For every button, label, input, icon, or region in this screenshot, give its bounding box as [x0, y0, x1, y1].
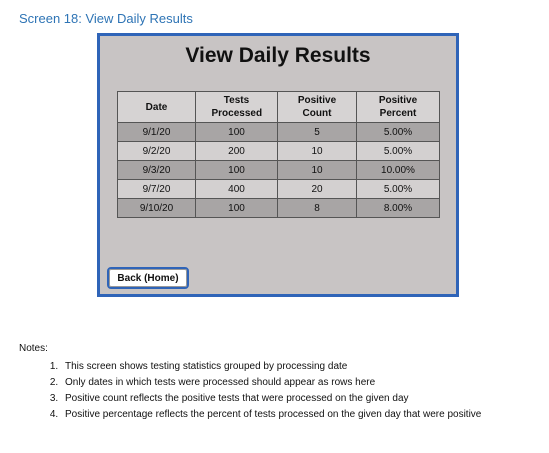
cell-tests-processed: 100 [195, 160, 278, 180]
page-title: View Daily Results [185, 44, 371, 67]
table-row: 9/10/20 100 8 8.00% [117, 198, 440, 218]
column-header-tests-processed-label: Tests Processed [211, 95, 263, 119]
note-item: Positive percentage reflects the percent… [61, 407, 549, 423]
table-header-row: Date Tests Processed Positive Count Posi… [117, 91, 440, 123]
cell-date: 9/1/20 [117, 122, 196, 142]
note-item: This screen shows testing statistics gro… [61, 359, 549, 375]
cell-date: 9/3/20 [117, 160, 196, 180]
column-header-positive-count-label: Positive Count [297, 95, 337, 119]
table-row: 9/2/20 200 10 5.00% [117, 141, 440, 161]
cell-positive-count: 20 [277, 179, 357, 199]
cell-positive-percent: 8.00% [356, 198, 440, 218]
cell-date: 9/10/20 [117, 198, 196, 218]
column-header-positive-percent: Positive Percent [356, 91, 440, 123]
back-home-button[interactable]: Back (Home) [107, 267, 189, 289]
table-row: 9/1/20 100 5 5.00% [117, 122, 440, 142]
cell-date: 9/2/20 [117, 141, 196, 161]
column-header-positive-count: Positive Count [277, 91, 357, 123]
cell-positive-count: 10 [277, 141, 357, 161]
table-row: 9/3/20 100 10 10.00% [117, 160, 440, 180]
cell-positive-count: 10 [277, 160, 357, 180]
cell-tests-processed: 400 [195, 179, 278, 199]
notes-list: This screen shows testing statistics gro… [43, 359, 549, 423]
column-header-positive-percent-label: Positive Percent [378, 95, 418, 119]
cell-positive-percent: 5.00% [356, 179, 440, 199]
cell-positive-count: 8 [277, 198, 357, 218]
cell-positive-percent: 10.00% [356, 160, 440, 180]
cell-positive-count: 5 [277, 122, 357, 142]
note-item: Positive count reflects the positive tes… [61, 391, 549, 407]
cell-date: 9/7/20 [117, 179, 196, 199]
note-item: Only dates in which tests were processed… [61, 375, 549, 391]
column-header-date: Date [117, 91, 196, 123]
cell-positive-percent: 5.00% [356, 141, 440, 161]
table-row: 9/7/20 400 20 5.00% [117, 179, 440, 199]
cell-tests-processed: 200 [195, 141, 278, 161]
column-header-tests-processed: Tests Processed [195, 91, 278, 123]
cell-positive-percent: 5.00% [356, 122, 440, 142]
cell-tests-processed: 100 [195, 198, 278, 218]
daily-results-table: Date Tests Processed Positive Count Posi… [117, 91, 440, 218]
screen-mockup: View Daily Results Date Tests Processed … [97, 33, 459, 297]
notes-label: Notes: [19, 343, 48, 354]
cell-tests-processed: 100 [195, 122, 278, 142]
screen-heading: Screen 18: View Daily Results [19, 11, 193, 26]
